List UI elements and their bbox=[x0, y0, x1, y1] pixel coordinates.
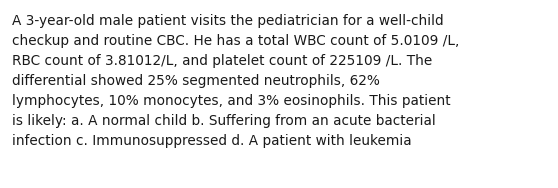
Text: A 3-year-old male patient visits the pediatrician for a well-child
checkup and r: A 3-year-old male patient visits the ped… bbox=[12, 14, 459, 148]
